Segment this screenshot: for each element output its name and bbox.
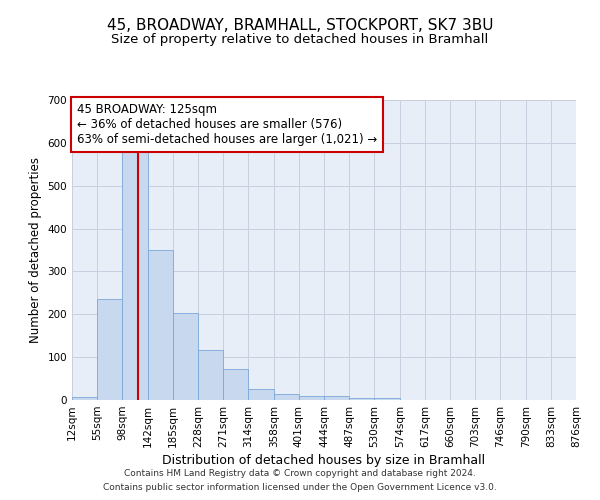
Bar	[72, 396, 97, 400]
Text: 45, BROADWAY, BRAMHALL, STOCKPORT, SK7 3BU: 45, BROADWAY, BRAMHALL, STOCKPORT, SK7 3…	[107, 18, 493, 32]
Bar	[374, 398, 400, 400]
X-axis label: Distribution of detached houses by size in Bramhall: Distribution of detached houses by size …	[163, 454, 485, 467]
Bar	[223, 368, 248, 400]
Text: Contains public sector information licensed under the Open Government Licence v3: Contains public sector information licen…	[103, 484, 497, 492]
Bar	[173, 313, 198, 400]
Bar	[198, 350, 223, 400]
Bar	[274, 394, 299, 400]
Bar	[97, 300, 122, 400]
Bar	[122, 147, 148, 400]
Bar	[148, 250, 173, 400]
Bar	[248, 390, 274, 400]
Text: 45 BROADWAY: 125sqm
← 36% of detached houses are smaller (576)
63% of semi-detac: 45 BROADWAY: 125sqm ← 36% of detached ho…	[77, 103, 377, 146]
Y-axis label: Number of detached properties: Number of detached properties	[29, 157, 42, 343]
Text: Size of property relative to detached houses in Bramhall: Size of property relative to detached ho…	[112, 32, 488, 46]
Text: Contains HM Land Registry data © Crown copyright and database right 2024.: Contains HM Land Registry data © Crown c…	[124, 468, 476, 477]
Bar	[299, 396, 324, 400]
Bar	[324, 396, 349, 400]
Bar	[349, 398, 374, 400]
